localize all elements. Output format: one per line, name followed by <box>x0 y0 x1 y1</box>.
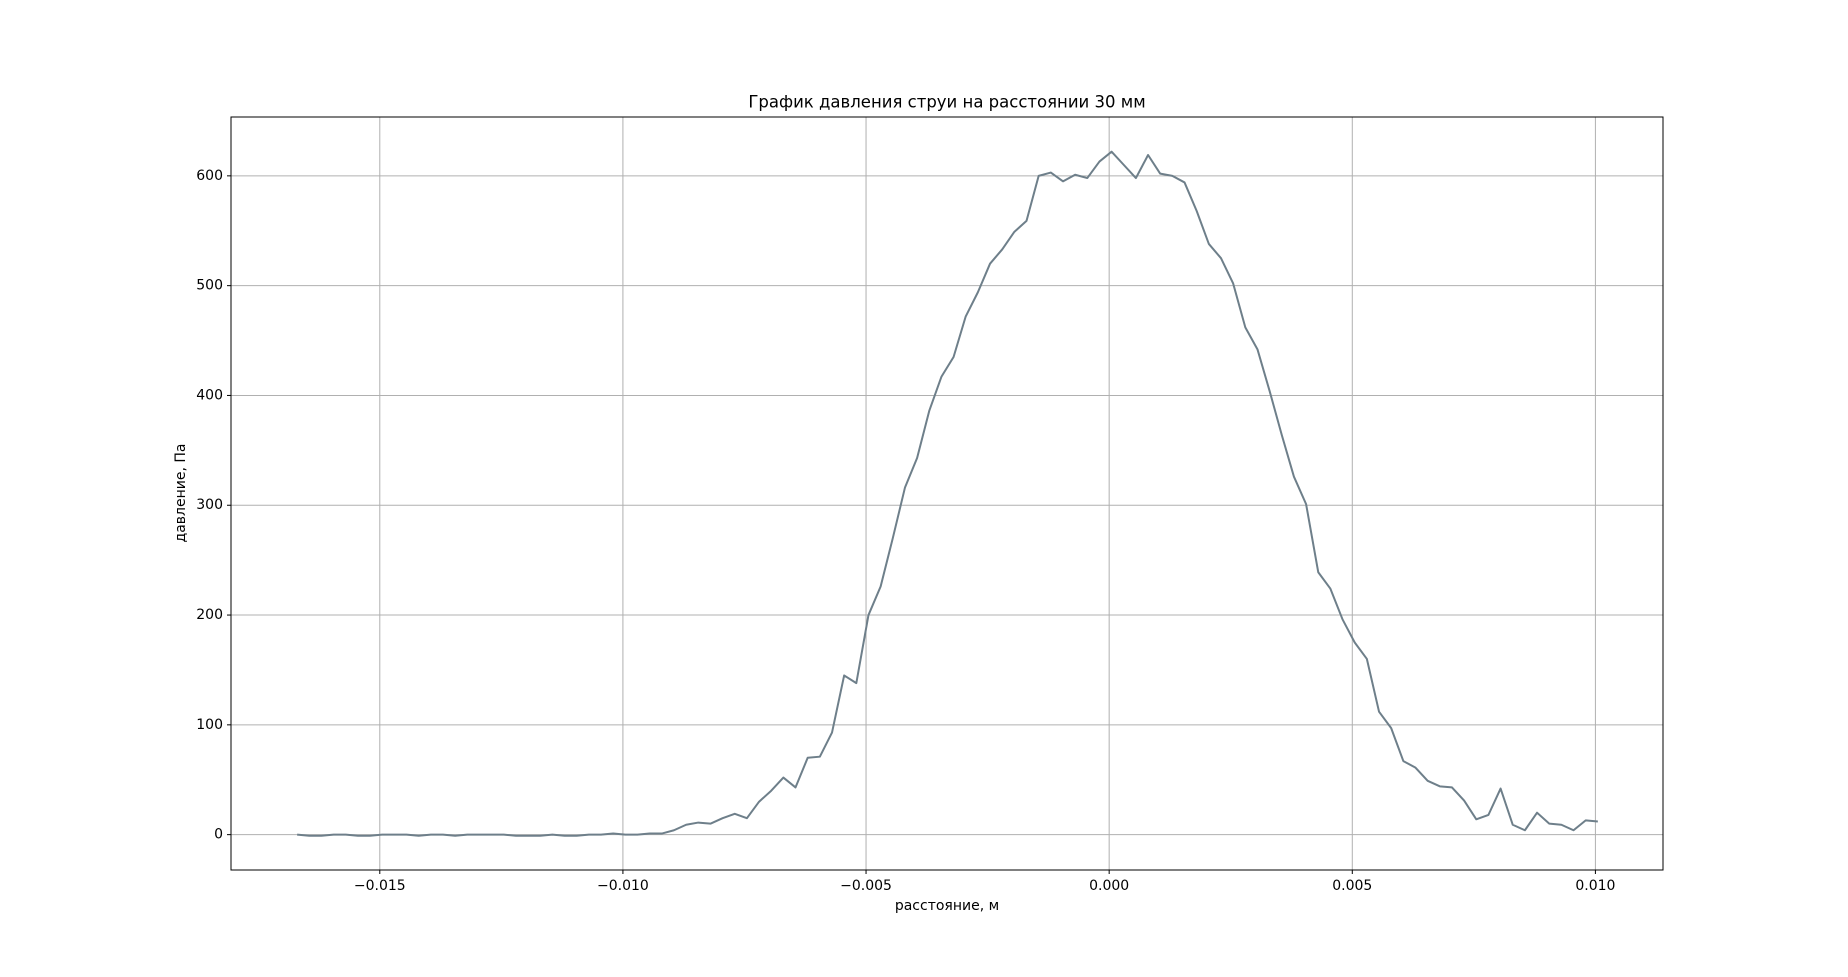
y-tick-label: 200 <box>196 607 223 623</box>
y-tick-label: 100 <box>196 717 223 733</box>
y-tick-label: 500 <box>196 278 223 294</box>
plot-frame <box>230 116 1664 871</box>
x-tick-label: 0.010 <box>1575 878 1615 894</box>
x-tick-label: 0.005 <box>1332 878 1372 894</box>
y-axis-label: давление, Па <box>173 444 189 543</box>
x-tick-label: −0.015 <box>354 878 406 894</box>
x-tick-label: 0.000 <box>1089 878 1129 894</box>
chart-title: График давления струи на расстоянии 30 м… <box>748 93 1145 112</box>
y-tick-label: 600 <box>196 168 223 184</box>
x-tick-label: −0.005 <box>840 878 892 894</box>
y-tick-label: 300 <box>196 497 223 513</box>
x-tick-label: −0.010 <box>597 878 649 894</box>
y-tick-label: 400 <box>196 387 223 403</box>
x-axis-label: расстояние, м <box>895 898 999 914</box>
data-line <box>297 150 1598 837</box>
y-tick-label: 0 <box>214 827 223 843</box>
